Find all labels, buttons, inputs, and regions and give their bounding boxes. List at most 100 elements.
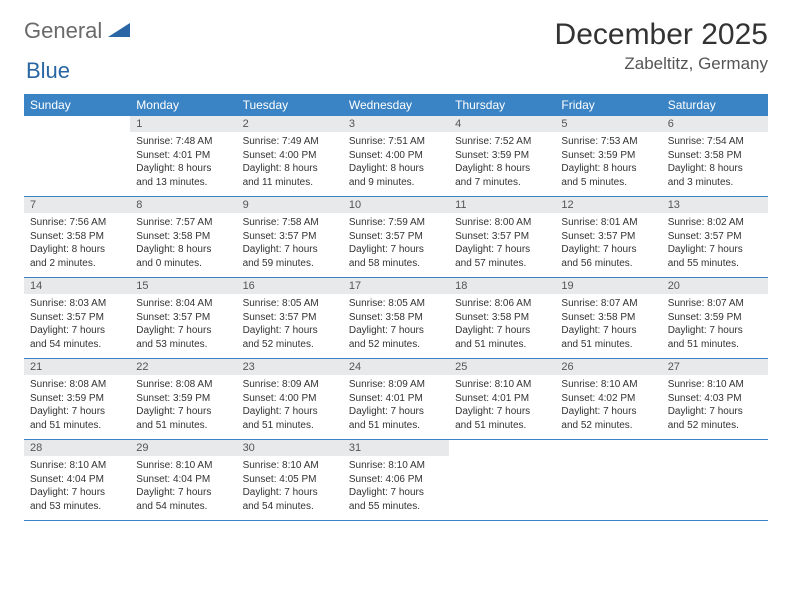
sunrise-line: Sunrise: 8:06 AM [455, 298, 531, 309]
day-number: 14 [24, 278, 130, 294]
daylight-line: Daylight: 8 hours and 5 minutes. [561, 163, 636, 188]
day-number: 5 [555, 116, 661, 132]
calendar-cell: 1Sunrise: 7:48 AMSunset: 4:01 PMDaylight… [130, 116, 236, 197]
logo-text-1: General [24, 18, 102, 44]
day-content: Sunrise: 7:53 AMSunset: 3:59 PMDaylight:… [555, 132, 661, 196]
calendar-cell: 15 Sunrise: 8:04 AM Sunset: 3:57 PM Dayligh… [130, 278, 236, 359]
day-number: 4 [449, 116, 555, 132]
sunset-line: Sunset: 3:59 PM [668, 312, 742, 323]
daylight-line: Daylight: 7 hours and 57 minutes. [455, 244, 530, 269]
sunset-line: Sunset: 4:06 PM [349, 474, 423, 485]
sunset-line: Sunset: 4:00 PM [243, 150, 317, 161]
day-content: Sunrise: 8:01 AMSunset: 3:57 PMDaylight:… [555, 213, 661, 277]
calendar-cell: 3Sunrise: 7:51 AMSunset: 4:00 PMDaylight… [343, 116, 449, 197]
daylight-line: Daylight: 7 hours and 53 minutes. [136, 325, 211, 350]
calendar-cell: 28Sunrise: 8:10 AMSunset: 4:04 PMDayligh… [24, 440, 130, 521]
day-content: Sunrise: 8:10 AMSunset: 4:04 PMDaylight:… [130, 456, 236, 520]
month-title: December 2025 [555, 18, 768, 52]
day-number: 20 [662, 278, 768, 294]
sunrise-line: Sunrise: 7:59 AM [349, 217, 425, 228]
sunset-line: Sunset: 4:05 PM [243, 474, 317, 485]
day-content: Sunrise: 7:57 AMSunset: 3:58 PMDaylight:… [130, 213, 236, 277]
day-content: Sunrise: 8:05 AMSunset: 3:58 PMDaylight:… [343, 294, 449, 358]
day-content: Sunrise: 7:49 AMSunset: 4:00 PMDaylight:… [237, 132, 343, 196]
calendar-cell: 7Sunrise: 7:56 AMSunset: 3:58 PMDaylight… [24, 197, 130, 278]
calendar-cell: 25Sunrise: 8:10 AMSunset: 4:01 PMDayligh… [449, 359, 555, 440]
day-number: 17 [343, 278, 449, 294]
day-number: 12 [555, 197, 661, 213]
daylight-line: Daylight: 7 hours and 52 minutes. [243, 325, 318, 350]
day-number: 2 [237, 116, 343, 132]
sunset-line: Sunset: 3:58 PM [668, 150, 742, 161]
sunrise-line: Sunrise: 7:49 AM [243, 136, 319, 147]
calendar-cell: 26Sunrise: 8:10 AMSunset: 4:02 PMDayligh… [555, 359, 661, 440]
logo-text-2: Blue [26, 58, 70, 83]
daylight-line: Daylight: 8 hours and 3 minutes. [668, 163, 743, 188]
sunset-line: Sunset: 3:59 PM [455, 150, 529, 161]
sunset-line: Sunset: 4:01 PM [349, 393, 423, 404]
daylight-line: Daylight: 7 hours and 52 minutes. [668, 406, 743, 431]
day-number: 28 [24, 440, 130, 456]
day-number: 19 [555, 278, 661, 294]
sunset-line: Sunset: 3:57 PM [349, 231, 423, 242]
calendar-row: 21Sunrise: 8:08 AMSunset: 3:59 PMDayligh… [24, 359, 768, 440]
calendar-cell: 4Sunrise: 7:52 AMSunset: 3:59 PMDaylight… [449, 116, 555, 197]
day-content: Sunrise: 8:10 AMSunset: 4:05 PMDaylight:… [237, 456, 343, 520]
day-number: 25 [449, 359, 555, 375]
calendar-cell: 17Sunrise: 8:05 AMSunset: 3:58 PMDayligh… [343, 278, 449, 359]
day-content: Sunrise: 8:02 AMSunset: 3:57 PMDaylight:… [662, 213, 768, 277]
daylight-line: Daylight: 7 hours and 51 minutes. [30, 406, 105, 431]
sunrise-line: Sunrise: 8:03 AM [30, 298, 106, 309]
calendar-row: 1Sunrise: 7:48 AMSunset: 4:01 PMDaylight… [24, 116, 768, 197]
day-content: Sunrise: 8:07 AMSunset: 3:58 PMDaylight:… [555, 294, 661, 358]
calendar-cell: 6Sunrise: 7:54 AMSunset: 3:58 PMDaylight… [662, 116, 768, 197]
logo-triangle-icon [108, 21, 130, 42]
daylight-line: Daylight: 8 hours and 7 minutes. [455, 163, 530, 188]
day-content: Sunrise: 8:10 AMSunset: 4:03 PMDaylight:… [662, 375, 768, 439]
daylight-line: Daylight: 7 hours and 51 minutes. [455, 406, 530, 431]
daylight-line: Daylight: 8 hours and 2 minutes. [30, 244, 105, 269]
daylight-line: Daylight: 8 hours and 9 minutes. [349, 163, 424, 188]
day-number: 26 [555, 359, 661, 375]
sunrise-line: Sunrise: 8:10 AM [668, 379, 744, 390]
weekday-header: Tuesday [237, 94, 343, 116]
sunset-line: Sunset: 4:00 PM [243, 393, 317, 404]
daylight-line: Daylight: 7 hours and 54 minutes. [136, 487, 211, 512]
sunrise-line: Sunrise: 8:02 AM [668, 217, 744, 228]
day-number: 23 [237, 359, 343, 375]
day-number: 15 [130, 278, 236, 294]
day-number: 21 [24, 359, 130, 375]
day-content: Sunrise: 8:09 AMSunset: 4:01 PMDaylight:… [343, 375, 449, 439]
day-content: Sunrise: 8:05 AMSunset: 3:57 PMDaylight:… [237, 294, 343, 358]
sunset-line: Sunset: 4:02 PM [561, 393, 635, 404]
sunset-line: Sunset: 3:57 PM [136, 312, 210, 323]
weekday-header: Wednesday [343, 94, 449, 116]
daylight-line: Daylight: 7 hours and 56 minutes. [561, 244, 636, 269]
calendar-cell: 24Sunrise: 8:09 AMSunset: 4:01 PMDayligh… [343, 359, 449, 440]
day-content: Sunrise: 7:59 AMSunset: 3:57 PMDaylight:… [343, 213, 449, 277]
sunrise-line: Sunrise: 8:08 AM [30, 379, 106, 390]
calendar-cell [449, 440, 555, 521]
calendar-cell: 31Sunrise: 8:10 AMSunset: 4:06 PMDayligh… [343, 440, 449, 521]
calendar-cell: 27Sunrise: 8:10 AMSunset: 4:03 PMDayligh… [662, 359, 768, 440]
sunrise-line: Sunrise: 8:10 AM [243, 460, 319, 471]
daylight-line: Daylight: 7 hours and 53 minutes. [30, 487, 105, 512]
sunset-line: Sunset: 3:57 PM [30, 312, 104, 323]
location: Zabeltitz, Germany [555, 54, 768, 74]
logo: General [24, 18, 132, 44]
calendar-cell: 19Sunrise: 8:07 AMSunset: 3:58 PMDayligh… [555, 278, 661, 359]
day-content: Sunrise: 7:56 AMSunset: 3:58 PMDaylight:… [24, 213, 130, 277]
calendar-row: 28Sunrise: 8:10 AMSunset: 4:04 PMDayligh… [24, 440, 768, 521]
sunrise-line: Sunrise: 7:58 AM [243, 217, 319, 228]
calendar-body: 1Sunrise: 7:48 AMSunset: 4:01 PMDaylight… [24, 116, 768, 521]
daylight-line: Daylight: 7 hours and 52 minutes. [349, 325, 424, 350]
calendar-row: 7Sunrise: 7:56 AMSunset: 3:58 PMDaylight… [24, 197, 768, 278]
day-number: 16 [237, 278, 343, 294]
sunrise-line: Sunrise: 8:04 AM [136, 298, 212, 309]
daylight-line: Daylight: 7 hours and 59 minutes. [243, 244, 318, 269]
title-block: December 2025 Zabeltitz, Germany [555, 18, 768, 74]
calendar-cell: 13Sunrise: 8:02 AMSunset: 3:57 PMDayligh… [662, 197, 768, 278]
sunrise-line: Sunrise: 8:07 AM [561, 298, 637, 309]
day-content: Sunrise: 8:03 AMSunset: 3:57 PMDaylight:… [24, 294, 130, 358]
day-number: 11 [449, 197, 555, 213]
